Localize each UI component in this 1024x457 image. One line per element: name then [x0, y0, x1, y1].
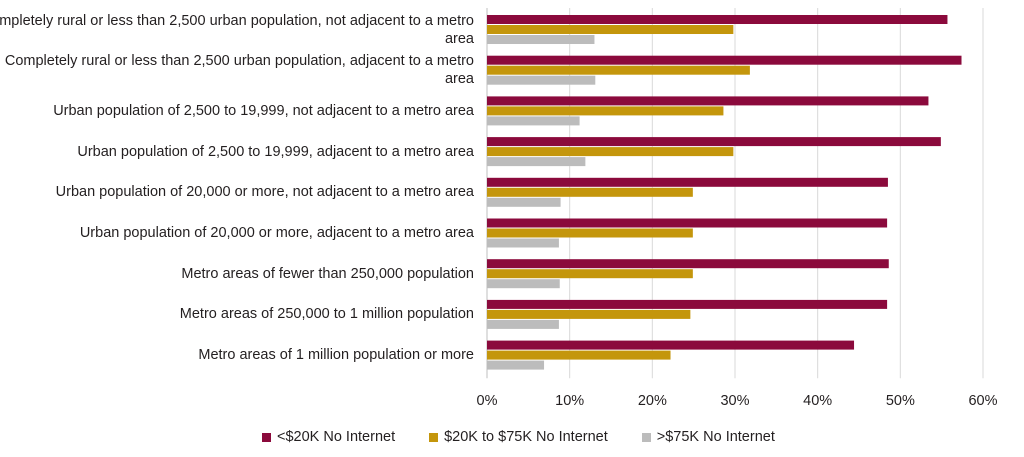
chart-legend: <$20K No Internet $20K to $75K No Interne… [262, 428, 775, 446]
bar [487, 137, 941, 147]
x-tick-label: 20% [637, 393, 667, 409]
bar [487, 35, 595, 44]
category-label: Metro areas of fewer than 250,000 popula… [181, 265, 474, 282]
category-label: Urban population of 20,000 or more, not … [55, 184, 474, 201]
bar [487, 177, 888, 187]
bar [487, 259, 889, 269]
legend-swatch [429, 432, 439, 442]
bar [487, 299, 888, 309]
x-tick-label: 10% [555, 393, 585, 409]
bar [487, 25, 734, 34]
category-label: Metro areas of 250,000 to 1 million popu… [179, 306, 474, 323]
bar [487, 65, 750, 75]
legend-item: $20K to $75K No Internet [429, 429, 608, 445]
bar [487, 157, 586, 167]
bar [487, 360, 545, 370]
legend-item: <$20K No Internet [262, 429, 395, 445]
bar [487, 228, 693, 238]
bar [487, 350, 671, 360]
bar [487, 238, 559, 248]
bar [487, 218, 888, 228]
category-label: Urban population of 20,000 or more, adja… [79, 225, 474, 241]
bar [487, 55, 962, 65]
bar [487, 340, 855, 350]
category-label: Urban population of 2,500 to 19,999, not… [53, 102, 474, 119]
bar [487, 116, 580, 126]
bar [487, 96, 929, 106]
x-tick-label: 50% [885, 393, 915, 409]
x-tick-label: 0% [476, 393, 498, 409]
bar [487, 147, 734, 157]
bar [487, 15, 948, 24]
bar [487, 269, 693, 279]
bar [487, 75, 596, 85]
category-label: Urban population of 2,500 to 19,999, adj… [77, 143, 474, 160]
category-label: Metro areas of 1 million population or m… [198, 347, 474, 364]
legend-item: >$75K No Internet [641, 429, 775, 445]
bar [487, 197, 561, 207]
category-label: Completely rural or less than 2,500 urba… [4, 53, 474, 88]
bar [487, 106, 724, 116]
category-label: Completely rural or less than 2,500 urba… [0, 12, 474, 47]
legend-label: $20K to $75K No Internet [444, 429, 608, 445]
bar [487, 309, 691, 319]
legend-label: <$20K No Internet [277, 429, 396, 445]
legend-swatch [641, 432, 651, 442]
legend-swatch [262, 432, 271, 442]
bar [487, 187, 693, 197]
bar [487, 319, 559, 329]
x-tick-label: 40% [803, 393, 833, 409]
x-tick-label: 30% [720, 393, 750, 409]
legend-label: >$75K No Internet [656, 429, 775, 445]
x-tick-label: 60% [968, 393, 998, 409]
bar [487, 279, 560, 289]
